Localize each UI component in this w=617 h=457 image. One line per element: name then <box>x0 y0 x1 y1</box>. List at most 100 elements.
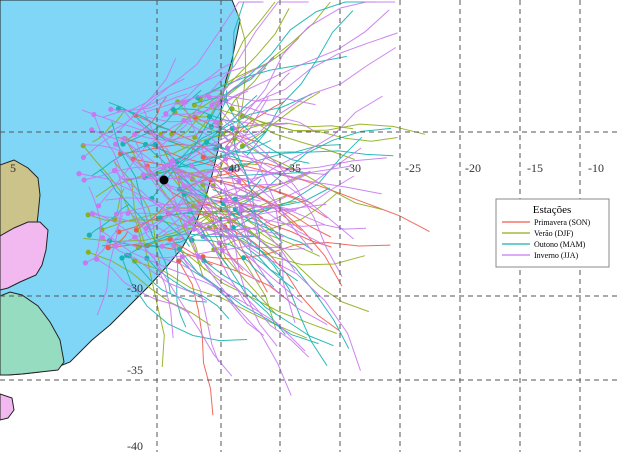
track-line <box>153 120 274 158</box>
track-line <box>102 237 207 302</box>
track-line <box>143 72 290 176</box>
track-line <box>217 97 315 132</box>
track-point <box>86 232 92 238</box>
track-line <box>219 9 390 105</box>
track-point <box>94 256 100 262</box>
track-line <box>173 169 382 195</box>
lat-label: -35 <box>127 363 143 377</box>
lon-label: -20 <box>465 161 481 175</box>
track-point <box>82 260 88 266</box>
track-point <box>89 127 95 133</box>
track-line <box>203 156 299 170</box>
track-line <box>222 172 311 179</box>
track-point <box>163 111 169 117</box>
track-point <box>200 154 206 160</box>
legend-label-primavera: Primavera (SON) <box>534 218 591 227</box>
track-point <box>95 203 102 209</box>
track-point <box>241 255 247 261</box>
track-line <box>123 110 171 141</box>
track-line <box>98 66 245 138</box>
track-line <box>138 194 287 248</box>
land-green-region <box>0 291 65 376</box>
track-line <box>91 143 156 177</box>
track-point <box>238 206 244 213</box>
track-line <box>191 218 361 371</box>
lon-label: -30 <box>345 161 361 175</box>
track-line <box>83 58 177 158</box>
legend: Estações Primavera (SON) Verão (DJF) Out… <box>495 198 610 268</box>
track-line <box>165 62 232 115</box>
track-point <box>229 125 235 131</box>
legend-title: Estações <box>533 204 571 216</box>
track-point <box>91 111 97 118</box>
track-line <box>225 100 310 164</box>
track-point <box>100 235 106 241</box>
lat-label: -40 <box>127 439 143 452</box>
track-line <box>171 160 240 273</box>
track-line <box>185 147 362 227</box>
track-line <box>241 1 396 119</box>
track-line <box>197 256 310 358</box>
track-line <box>219 1 331 124</box>
track-line <box>154 1 309 152</box>
track-point <box>201 258 207 264</box>
track-point <box>105 245 111 251</box>
track-point <box>190 203 196 209</box>
track-point <box>113 211 120 217</box>
track-line <box>178 260 214 416</box>
lon-label: -25 <box>405 161 421 175</box>
track-line <box>182 102 253 246</box>
track-line <box>88 186 102 261</box>
grid-labels: -35 -30 -25 -20 -15 -10 -40 5 -30 -35 -4… <box>10 161 604 453</box>
track-line <box>185 86 228 103</box>
track-line <box>134 139 180 207</box>
track-point <box>85 249 91 255</box>
track-line <box>197 55 347 99</box>
track-line <box>92 213 166 233</box>
track-line <box>229 170 311 206</box>
track-point <box>209 102 215 108</box>
track-line <box>181 256 219 363</box>
track-line <box>96 159 122 316</box>
track-point <box>80 143 86 149</box>
track-line <box>186 130 260 162</box>
track-line <box>139 95 316 115</box>
track-line <box>173 245 265 336</box>
track-point <box>81 177 87 183</box>
track-line <box>239 212 313 251</box>
track-line <box>193 227 255 233</box>
track-line <box>240 209 367 230</box>
cyclone-tracks <box>76 1 430 416</box>
track-point <box>89 211 95 217</box>
track-point <box>121 136 127 142</box>
track-line <box>156 157 187 181</box>
lon-label: -35 <box>285 161 301 175</box>
track-line <box>160 217 190 247</box>
track-point <box>236 178 242 184</box>
track-line <box>82 145 142 244</box>
track-line <box>223 187 278 347</box>
track-line <box>153 245 228 259</box>
track-point <box>119 255 125 261</box>
track-line <box>232 226 328 366</box>
lon-label: -40 <box>224 161 240 175</box>
track-line <box>246 10 354 156</box>
track-line <box>115 143 325 226</box>
track-line <box>144 125 249 178</box>
track-line <box>224 121 343 277</box>
track-line <box>115 97 269 247</box>
track-line <box>134 124 224 141</box>
track-point <box>85 212 91 218</box>
track-line <box>141 106 261 284</box>
track-line <box>172 108 238 123</box>
track-line <box>99 228 306 352</box>
track-line <box>187 175 221 184</box>
track-line <box>98 67 267 207</box>
track-point <box>80 154 87 160</box>
track-point <box>188 163 194 169</box>
track-line <box>126 208 152 241</box>
track-line <box>183 157 387 187</box>
track-point <box>132 131 138 137</box>
